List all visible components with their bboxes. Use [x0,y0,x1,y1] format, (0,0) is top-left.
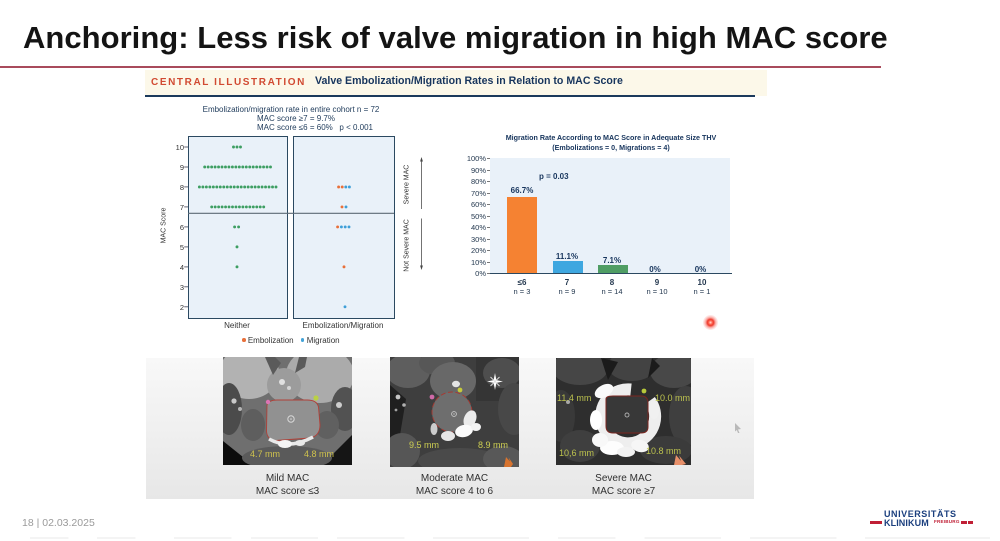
svg-text:4.8 mm: 4.8 mm [304,449,334,459]
svg-text:9.5 mm: 9.5 mm [409,440,439,450]
svg-text:11.4 mm: 11.4 mm [557,393,591,403]
svg-text:10.0 mm: 10.0 mm [655,393,690,403]
svg-text:8.9 mm: 8.9 mm [478,440,508,450]
svg-text:10,6 mm: 10,6 mm [559,448,594,458]
svg-text:10.8 mm: 10.8 mm [646,446,681,456]
svg-text:4.7 mm: 4.7 mm [250,449,280,459]
